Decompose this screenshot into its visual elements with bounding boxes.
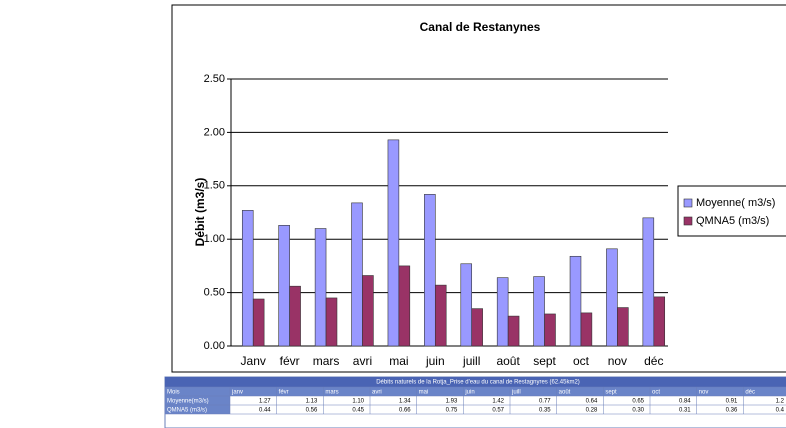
bar [580, 312, 593, 347]
table-header-cell: juill [511, 390, 521, 396]
table-cell: 1.42 [492, 399, 504, 405]
bar [642, 217, 655, 347]
table-header-cell: mai [419, 390, 429, 396]
table-cell: 0.77 [539, 399, 551, 405]
table-cell: 0.57 [492, 408, 504, 414]
bar [434, 284, 447, 347]
table-cell: 0.64 [586, 399, 598, 405]
table-cell: 0.35 [539, 408, 551, 414]
table-cell: 0.91 [726, 399, 738, 405]
x-tick-label: sept [533, 354, 556, 368]
bar [606, 248, 618, 347]
table-title-bar [165, 377, 786, 387]
table-cell: 0.75 [446, 408, 458, 414]
x-tick-label: oct [573, 354, 590, 368]
bar [544, 313, 556, 347]
x-tick-label: avri [353, 354, 372, 368]
bar [569, 255, 582, 347]
x-tick-label: mai [389, 354, 408, 368]
bar [241, 210, 254, 347]
y-axis-label: Débit (m3/s) [193, 178, 207, 247]
table-cell: 0.56 [306, 408, 318, 414]
legend-swatch [683, 216, 693, 226]
table-header-cell: nov [699, 390, 709, 396]
bar [460, 263, 473, 347]
table-cell: 0.4 [776, 408, 785, 414]
table-cell: 1.2 [776, 399, 785, 405]
table-cell: 0.30 [632, 408, 644, 414]
bar [351, 202, 363, 347]
legend-box [677, 185, 786, 237]
x-tick-label: Janv [241, 354, 266, 368]
y-tick-label: 2.00 [204, 126, 225, 138]
table-header-row [165, 387, 786, 396]
table-cell: 1.27 [259, 399, 271, 405]
table-header-cell: oct [652, 390, 660, 396]
table-cell: 0.45 [352, 408, 364, 414]
bar [617, 307, 629, 347]
bar [289, 285, 301, 347]
chart-title: Canal de Restanynes [420, 20, 541, 34]
bar [533, 276, 545, 347]
bar [471, 308, 483, 347]
y-tick-label: 2.50 [204, 73, 225, 85]
x-tick-label: déc [644, 354, 663, 368]
table-cell: 0.84 [679, 399, 691, 405]
table-cell: 1.13 [306, 399, 318, 405]
table-header-cell: janv [231, 390, 243, 396]
table-cell: 1.10 [352, 399, 364, 405]
x-tick-label: juill [462, 354, 480, 368]
table-header-cell: mars [325, 390, 338, 396]
table-cell: 0.36 [726, 408, 738, 414]
x-tick-label: févr [280, 354, 300, 368]
bar [387, 139, 400, 347]
bar [314, 228, 327, 347]
table-title: Débits naturels de la Rotja_Prise d'eau … [376, 380, 580, 386]
x-tick-label: août [496, 354, 520, 368]
x-tick-label: nov [608, 354, 627, 368]
y-tick-label: 1.50 [204, 180, 225, 192]
table-header-cell: juin [464, 390, 474, 396]
table-header-cell: sept [605, 390, 617, 396]
bar [507, 315, 520, 347]
table-header-cell: Mois [167, 390, 180, 396]
bar [424, 194, 436, 347]
table-header-cell: août [559, 390, 571, 396]
table-header-cell: avri [372, 390, 382, 396]
y-tick-label: 0.00 [204, 340, 225, 352]
legend-label: Moyenne( m3/s) [696, 197, 775, 209]
y-tick-label: 0.50 [204, 287, 225, 299]
table-cell: 1.34 [399, 399, 411, 405]
x-tick-label: mars [313, 354, 340, 368]
bar [496, 277, 509, 347]
table-cell: 0.44 [259, 408, 271, 414]
table-row-label: Moyenne(m3/s) [167, 399, 209, 405]
bar [278, 225, 290, 347]
legend-label: QMNA5 (m3/s) [696, 215, 769, 227]
bar [325, 297, 338, 347]
bar [398, 265, 411, 347]
x-tick-label: juin [425, 354, 445, 368]
legend-swatch [683, 198, 693, 208]
table-cell: 0.65 [632, 399, 644, 405]
table-cell: 1.93 [446, 399, 458, 405]
table-cell: 0.31 [679, 408, 691, 414]
y-tick-label: 1.00 [204, 233, 225, 245]
bar [362, 275, 374, 347]
table-header-cell: déc [745, 390, 755, 396]
table-row-label: QMNA5 (m3/s) [167, 408, 207, 414]
table-cell: 0.66 [399, 408, 411, 414]
bar [653, 296, 666, 347]
table-header-cell: févr [279, 390, 289, 396]
bar [252, 298, 265, 347]
table-cell: 0.28 [586, 408, 598, 414]
